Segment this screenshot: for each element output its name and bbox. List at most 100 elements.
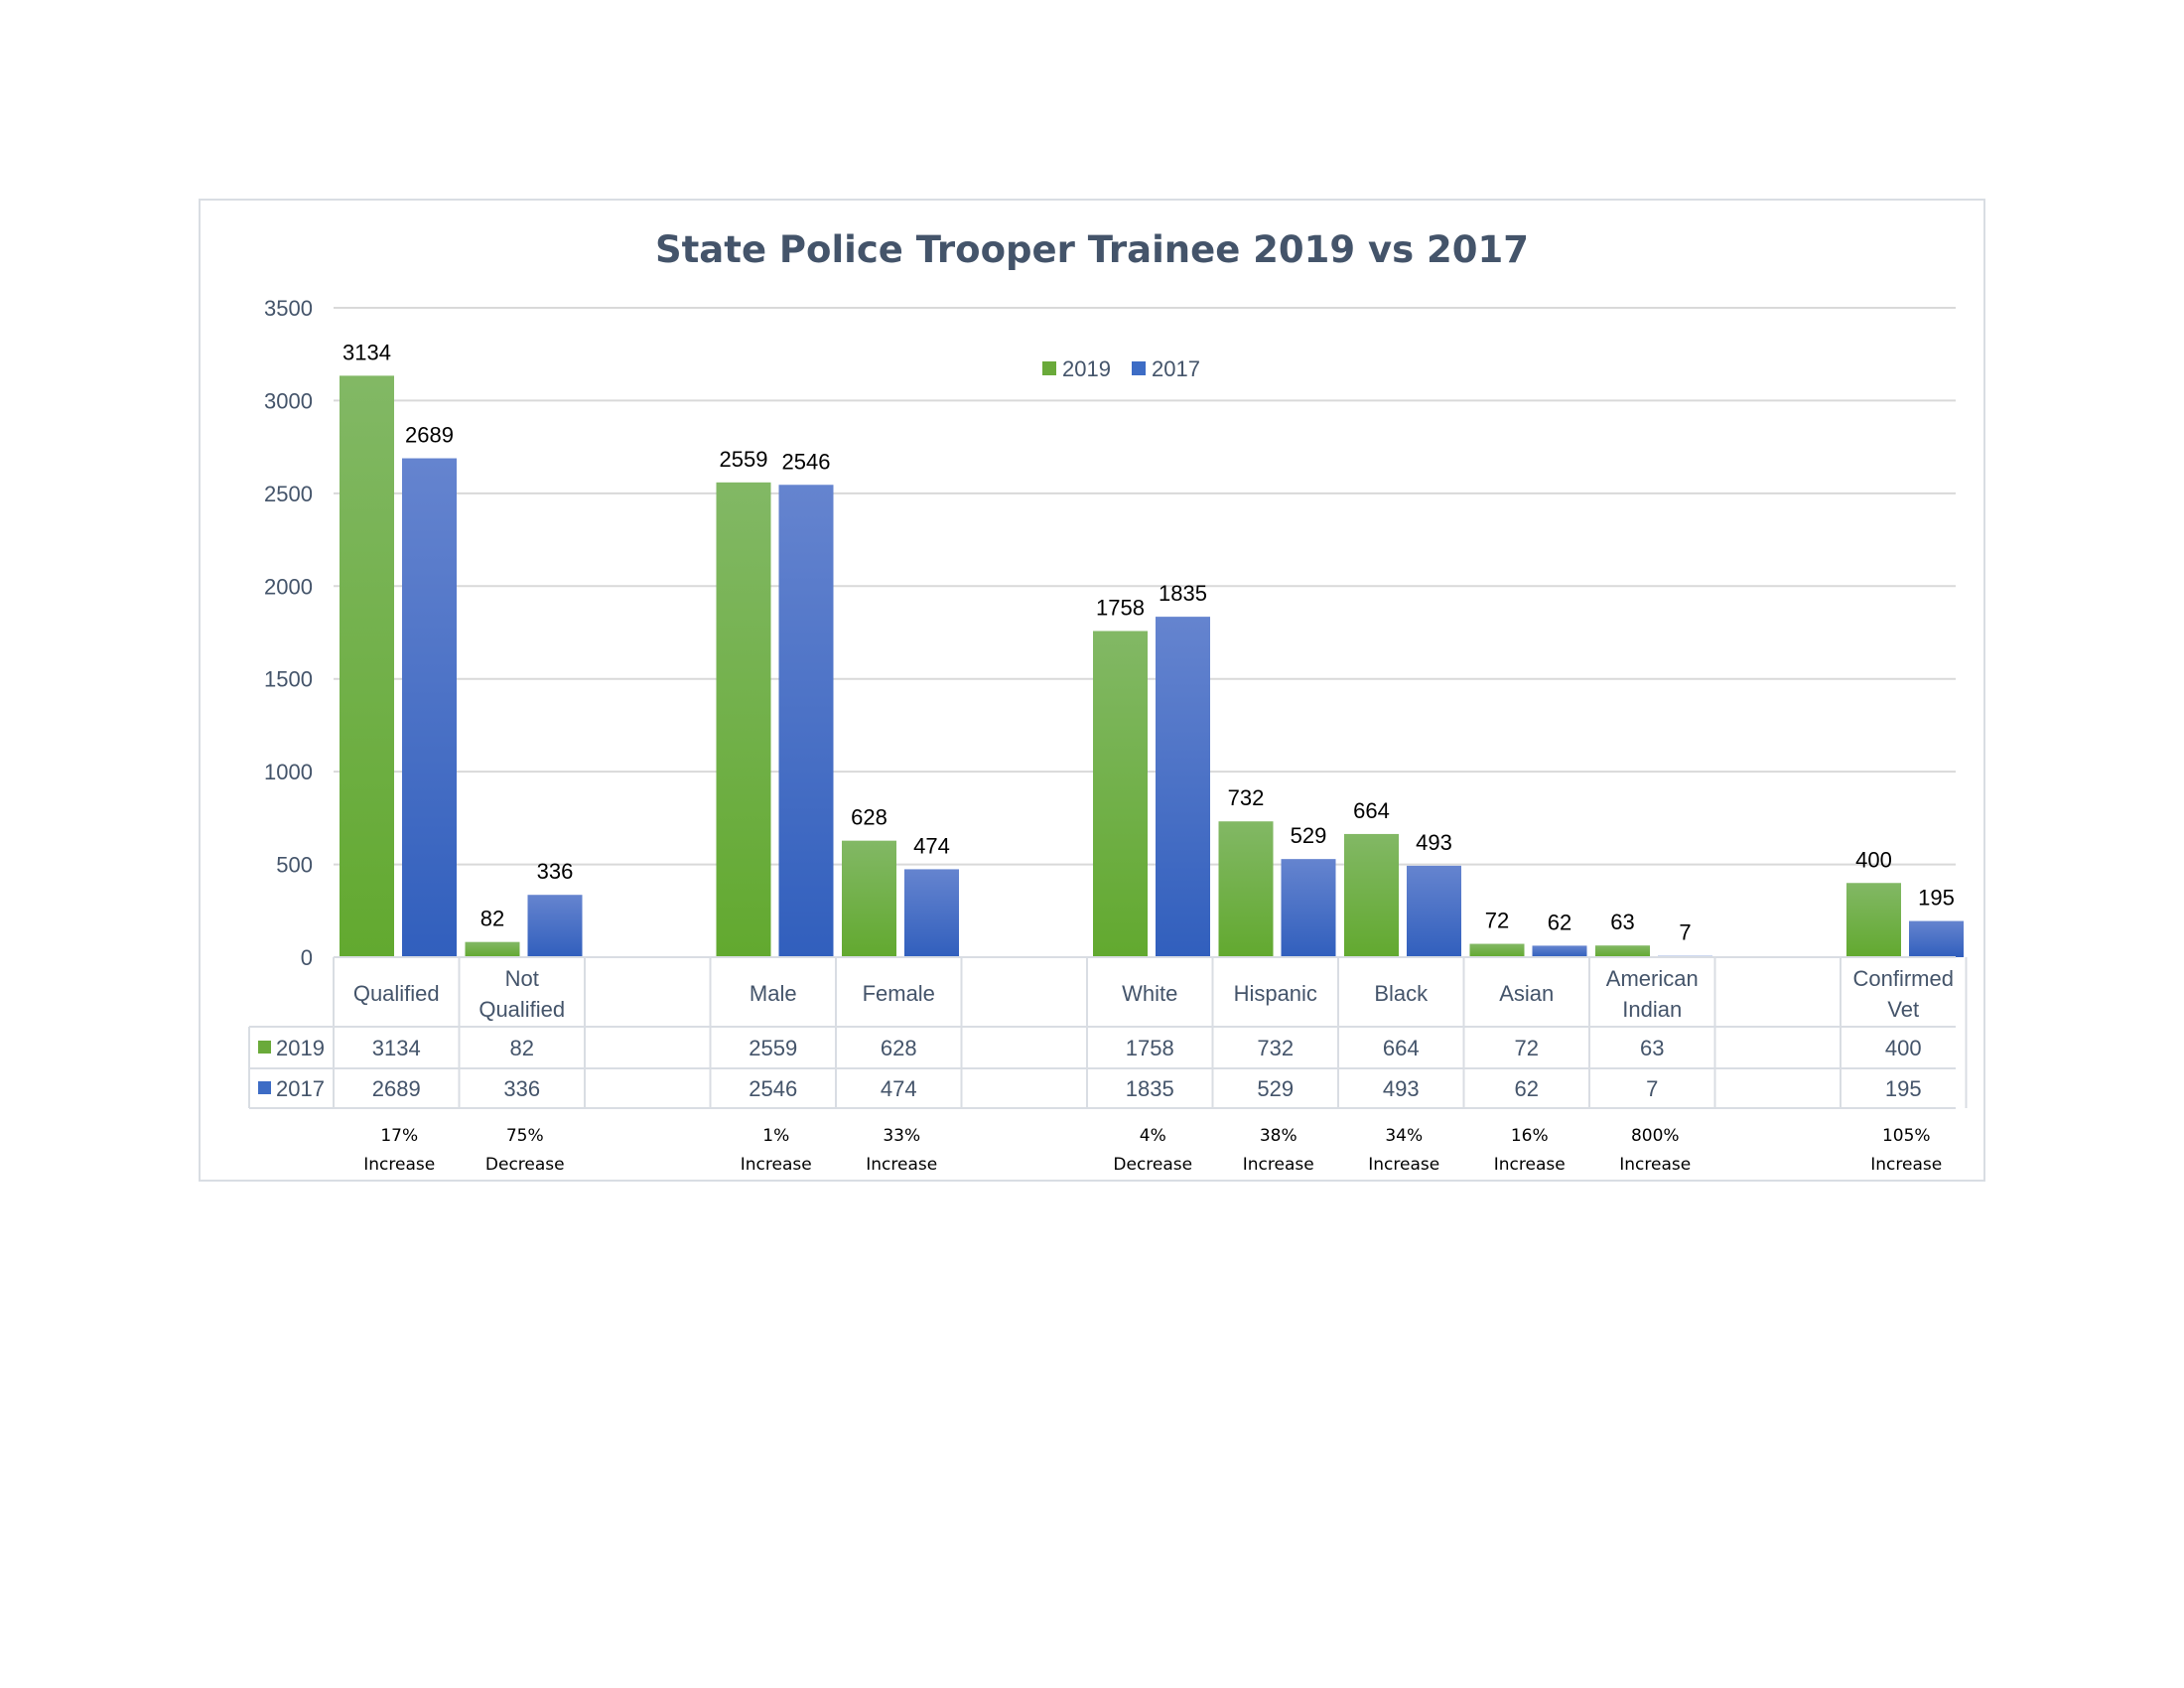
bar-2017 — [1532, 945, 1587, 957]
y-tick-label: 0 — [301, 945, 313, 970]
y-tick-label: 3500 — [264, 296, 313, 321]
table-cell: 628 — [881, 1036, 917, 1060]
bar-2017 — [904, 869, 959, 957]
bar-2019 — [716, 482, 771, 957]
legend-label: 2017 — [1152, 356, 1200, 381]
change-annotation: 16% — [1511, 1126, 1549, 1146]
category-label: American — [1606, 966, 1699, 991]
data-label: 628 — [851, 805, 887, 830]
data-label: 2689 — [405, 423, 454, 448]
table-cell: 1758 — [1126, 1036, 1174, 1060]
bar-2017 — [1281, 859, 1336, 957]
table-cell: 493 — [1383, 1076, 1420, 1101]
table-cell: 62 — [1515, 1076, 1539, 1101]
table-cell: 400 — [1885, 1036, 1922, 1060]
data-label: 336 — [537, 859, 574, 884]
data-label: 3134 — [342, 340, 391, 364]
table-legend-key — [258, 1041, 271, 1054]
change-annotation: 34% — [1385, 1126, 1423, 1146]
bar-2019 — [1093, 631, 1148, 957]
table-cell: 529 — [1257, 1076, 1294, 1101]
change-annotation: 800% — [1631, 1126, 1680, 1146]
category-label: White — [1122, 981, 1177, 1006]
change-annotation: Decrease — [485, 1155, 565, 1175]
data-label: 62 — [1548, 910, 1571, 934]
change-annotation: Increase — [1243, 1155, 1314, 1175]
data-label: 474 — [913, 833, 950, 858]
bar-2017 — [527, 895, 583, 957]
table-cell: 474 — [881, 1076, 917, 1101]
data-label: 195 — [1918, 886, 1955, 911]
data-label: 732 — [1228, 785, 1265, 810]
table-cell: 72 — [1515, 1036, 1539, 1060]
change-annotation: 105% — [1882, 1126, 1931, 1146]
data-label: 664 — [1353, 798, 1390, 823]
y-tick-label: 2000 — [264, 574, 313, 599]
bar-2019 — [340, 375, 394, 957]
bar-2019 — [1595, 945, 1650, 957]
table-cell: 7 — [1646, 1076, 1658, 1101]
table-cell: 63 — [1640, 1036, 1664, 1060]
change-annotation: Increase — [1494, 1155, 1566, 1175]
legend-key — [1132, 361, 1146, 375]
table-cell: 2559 — [749, 1036, 797, 1060]
change-annotation: 38% — [1260, 1126, 1297, 1146]
table-legend-key — [258, 1081, 271, 1094]
y-tick-label: 1000 — [264, 760, 313, 784]
change-annotation: Increase — [1619, 1155, 1691, 1175]
table-cell: 1835 — [1126, 1076, 1174, 1101]
bar-2019 — [465, 941, 520, 957]
category-label: Qualified — [353, 981, 440, 1006]
legend-label: 2019 — [1062, 356, 1111, 381]
bar-2019 — [1218, 821, 1274, 957]
change-annotation: 75% — [506, 1126, 544, 1146]
table-cell: 3134 — [372, 1036, 421, 1060]
data-label: 82 — [480, 907, 504, 931]
data-label: 529 — [1291, 823, 1327, 848]
bar-2017 — [778, 485, 834, 957]
table-cell: 664 — [1383, 1036, 1420, 1060]
category-label: Hispanic — [1234, 981, 1317, 1006]
table-cell: 2689 — [372, 1076, 421, 1101]
table-cell: 732 — [1257, 1036, 1294, 1060]
table-series-name: 2019 — [276, 1036, 325, 1060]
bar-2017 — [1407, 865, 1461, 957]
category-label: Not — [505, 966, 539, 991]
data-label: 63 — [1610, 910, 1634, 934]
table-cell: 336 — [503, 1076, 540, 1101]
data-label: 7 — [1679, 920, 1691, 945]
y-tick-label: 3000 — [264, 388, 313, 413]
category-label: Asian — [1499, 981, 1554, 1006]
change-annotation: Decrease — [1113, 1155, 1192, 1175]
bar-chart: State Police Trooper Trainee 2019 vs 201… — [248, 228, 1968, 1175]
bar-2017 — [402, 458, 457, 957]
bar-2017 — [1156, 617, 1210, 957]
category-label: Indian — [1622, 997, 1682, 1022]
bar-2019 — [1846, 883, 1901, 957]
category-label: Vet — [1887, 997, 1919, 1022]
category-label: Male — [750, 981, 797, 1006]
bar-2019 — [1469, 943, 1525, 957]
y-tick-label: 1500 — [264, 667, 313, 692]
table-series-name: 2017 — [276, 1076, 325, 1101]
bar-2019 — [1344, 833, 1399, 957]
chart-frame: State Police Trooper Trainee 2019 vs 201… — [199, 199, 1985, 1182]
bar-2017 — [1909, 920, 1964, 957]
y-tick-label: 500 — [276, 853, 313, 878]
category-label: Black — [1374, 981, 1429, 1006]
table-cell: 82 — [510, 1036, 534, 1060]
bar-2019 — [842, 840, 896, 957]
chart-title: State Police Trooper Trainee 2019 vs 201… — [655, 228, 1529, 271]
legend-key — [1042, 361, 1056, 375]
change-annotation: Increase — [741, 1155, 812, 1175]
category-label: Qualified — [478, 997, 565, 1022]
change-annotation: Increase — [866, 1155, 937, 1175]
change-annotation: 33% — [883, 1126, 920, 1146]
change-annotation: 4% — [1140, 1126, 1166, 1146]
change-annotation: 17% — [380, 1126, 418, 1146]
change-annotation: Increase — [363, 1155, 435, 1175]
y-tick-label: 2500 — [264, 482, 313, 506]
change-annotation: Increase — [1368, 1155, 1439, 1175]
category-label: Confirmed — [1853, 966, 1954, 991]
data-label: 1758 — [1096, 596, 1145, 621]
